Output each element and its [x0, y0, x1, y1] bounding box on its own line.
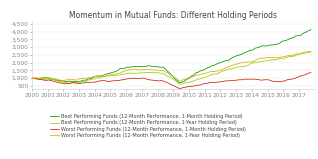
- Line: Worst Performing Funds (12-Month Performance, 1-Year Holding Period): Worst Performing Funds (12-Month Perform…: [32, 51, 311, 81]
- Best Performing Funds (12-Month Performance, 1-Year Holding Period): [92, 78, 96, 80]
- Line: Best Performing Funds (12-Month Performance, 1-Month Holding Period): Best Performing Funds (12-Month Performa…: [32, 29, 311, 83]
- Best Performing Funds (12-Month Performance, 1-Month Holding Period): [192, 74, 196, 76]
- Best Performing Funds (12-Month Performance, 1-Year Holding Period): [178, 83, 182, 85]
- Best Performing Funds (12-Month Performance, 1-Month Holding Period): [30, 77, 34, 79]
- Best Performing Funds (12-Month Performance, 1-Year Holding Period): [100, 76, 104, 78]
- Worst Performing Funds (12-Month Performance, 1-Year Holding Period): [178, 80, 182, 82]
- Best Performing Funds (12-Month Performance, 1-Month Holding Period): [267, 44, 271, 46]
- Best Performing Funds (12-Month Performance, 1-Year Holding Period): [245, 65, 249, 66]
- Best Performing Funds (12-Month Performance, 1-Month Holding Period): [92, 76, 96, 78]
- Worst Performing Funds (12-Month Performance, 1-Year Holding Period): [190, 76, 193, 78]
- Worst Performing Funds (12-Month Performance, 1-Year Holding Period): [309, 50, 313, 52]
- Worst Performing Funds (12-Month Performance, 1-Year Holding Period): [100, 75, 104, 77]
- Best Performing Funds (12-Month Performance, 1-Month Holding Period): [100, 75, 104, 77]
- Line: Best Performing Funds (12-Month Performance, 1-Year Holding Period): Best Performing Funds (12-Month Performa…: [32, 52, 311, 84]
- Worst Performing Funds (12-Month Performance, 1-Month Holding Period): [92, 81, 96, 83]
- Best Performing Funds (12-Month Performance, 1-Year Holding Period): [192, 80, 196, 82]
- Worst Performing Funds (12-Month Performance, 1-Month Holding Period): [192, 85, 196, 87]
- Best Performing Funds (12-Month Performance, 1-Month Holding Period): [309, 28, 313, 30]
- Worst Performing Funds (12-Month Performance, 1-Year Holding Period): [267, 57, 271, 59]
- Worst Performing Funds (12-Month Performance, 1-Month Holding Period): [190, 86, 193, 87]
- Best Performing Funds (12-Month Performance, 1-Year Holding Period): [190, 81, 193, 83]
- Worst Performing Funds (12-Month Performance, 1-Month Holding Period): [309, 72, 313, 73]
- Title: Momentum in Mutual Funds: Different Holding Periods: Momentum in Mutual Funds: Different Hold…: [69, 11, 277, 20]
- Best Performing Funds (12-Month Performance, 1-Month Holding Period): [245, 51, 249, 52]
- Worst Performing Funds (12-Month Performance, 1-Month Holding Period): [267, 79, 271, 81]
- Worst Performing Funds (12-Month Performance, 1-Month Holding Period): [30, 77, 34, 79]
- Worst Performing Funds (12-Month Performance, 1-Month Holding Period): [100, 80, 104, 82]
- Best Performing Funds (12-Month Performance, 1-Month Holding Period): [190, 75, 193, 77]
- Worst Performing Funds (12-Month Performance, 1-Year Holding Period): [92, 76, 96, 78]
- Best Performing Funds (12-Month Performance, 1-Year Holding Period): [267, 59, 271, 61]
- Line: Worst Performing Funds (12-Month Performance, 1-Month Holding Period): Worst Performing Funds (12-Month Perform…: [32, 73, 311, 89]
- Best Performing Funds (12-Month Performance, 1-Year Holding Period): [309, 51, 313, 53]
- Legend: Best Performing Funds (12-Month Performance, 1-Month Holding Period), Best Perfo: Best Performing Funds (12-Month Performa…: [48, 112, 248, 140]
- Best Performing Funds (12-Month Performance, 1-Month Holding Period): [178, 82, 182, 84]
- Best Performing Funds (12-Month Performance, 1-Year Holding Period): [30, 77, 34, 79]
- Worst Performing Funds (12-Month Performance, 1-Year Holding Period): [30, 77, 34, 79]
- Worst Performing Funds (12-Month Performance, 1-Month Holding Period): [178, 88, 182, 90]
- Worst Performing Funds (12-Month Performance, 1-Year Holding Period): [192, 75, 196, 77]
- Worst Performing Funds (12-Month Performance, 1-Year Holding Period): [245, 61, 249, 63]
- Worst Performing Funds (12-Month Performance, 1-Month Holding Period): [245, 78, 249, 80]
